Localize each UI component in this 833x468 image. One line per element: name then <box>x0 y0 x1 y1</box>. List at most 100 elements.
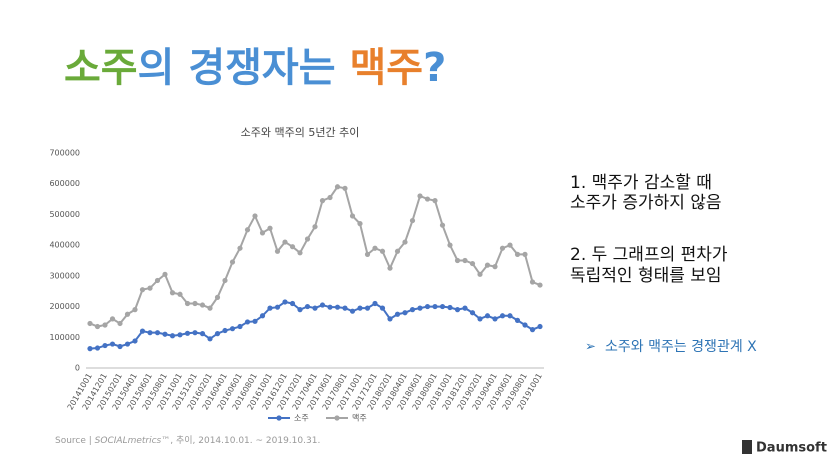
point <box>432 198 438 204</box>
point <box>402 239 408 245</box>
point <box>447 242 453 248</box>
point <box>529 327 536 333</box>
point <box>387 316 393 322</box>
point <box>349 213 356 219</box>
point <box>274 304 281 310</box>
point <box>454 307 461 313</box>
point <box>229 326 236 332</box>
point <box>439 222 446 228</box>
point <box>252 318 258 324</box>
point <box>319 302 326 308</box>
point <box>222 277 228 284</box>
point <box>469 310 476 316</box>
point <box>484 313 491 319</box>
point <box>177 332 183 338</box>
point <box>177 291 183 297</box>
point <box>364 251 371 257</box>
point <box>492 264 498 270</box>
source: Source | SOCIALmetrics™, 추이, 2014.10.01.… <box>55 435 320 446</box>
point <box>109 341 116 347</box>
source-part: , 추이, 2014.10.01. ~ 2019.10.31. <box>170 435 320 446</box>
point <box>244 227 251 233</box>
point <box>484 262 491 268</box>
legend-marker <box>334 415 340 421</box>
point <box>522 322 528 328</box>
point <box>424 196 431 202</box>
point <box>477 271 483 277</box>
point <box>169 333 176 339</box>
point <box>537 282 543 288</box>
point <box>267 305 273 311</box>
note: 2. 두 그래프의 편차가 <box>570 245 728 265</box>
source-part: SOCIALmetrics™ <box>95 436 171 446</box>
source-part: Source | <box>55 436 95 446</box>
title-part: 맥주 <box>349 45 423 91</box>
point <box>124 311 131 317</box>
point <box>87 320 93 327</box>
point <box>409 307 416 313</box>
point <box>199 331 206 337</box>
point <box>507 313 513 319</box>
point <box>147 285 153 291</box>
point <box>417 305 423 311</box>
conclusion: 소주와 맥주는 경쟁관계 X <box>605 339 757 355</box>
point <box>169 290 176 296</box>
note: 소주가 증가하지 않음 <box>570 193 722 213</box>
point <box>304 236 311 242</box>
point <box>109 316 116 322</box>
point <box>499 313 506 319</box>
y-tick-label: 500000 <box>49 210 80 219</box>
point <box>507 242 513 248</box>
point <box>229 259 236 265</box>
point <box>327 304 333 310</box>
point <box>469 260 476 267</box>
point <box>424 303 431 310</box>
point <box>387 265 393 271</box>
point <box>454 257 461 264</box>
point <box>462 257 468 264</box>
point <box>357 305 363 311</box>
title-part: 의 경쟁자는 <box>138 45 350 91</box>
point <box>207 336 213 342</box>
point <box>297 307 303 313</box>
point <box>522 251 528 257</box>
y-tick-label: 100000 <box>49 333 80 342</box>
point <box>289 300 296 307</box>
point <box>154 330 161 336</box>
legend-marker <box>276 415 282 421</box>
point <box>267 225 273 231</box>
point <box>117 343 123 350</box>
y-tick-label: 400000 <box>49 241 80 250</box>
point <box>282 299 288 305</box>
point <box>207 305 213 311</box>
point <box>162 331 168 337</box>
point <box>349 308 356 314</box>
point <box>379 248 386 254</box>
logo-icon <box>742 440 752 454</box>
title-part: ? <box>423 45 446 91</box>
point <box>297 250 303 256</box>
point <box>282 239 288 245</box>
point <box>537 323 543 330</box>
point <box>252 213 258 219</box>
point <box>342 305 348 311</box>
point <box>402 310 408 316</box>
point <box>379 305 386 311</box>
point <box>102 322 108 328</box>
point <box>259 230 266 236</box>
point <box>499 245 506 251</box>
y-tick-label: 600000 <box>49 179 80 188</box>
point <box>289 244 296 250</box>
title-part: 소주 <box>64 45 138 91</box>
point <box>342 185 348 191</box>
y-tick-label: 200000 <box>49 302 80 311</box>
chart-title: 소주와 맥주의 5년간 추이 <box>241 126 360 139</box>
bullet: ➢ <box>585 340 596 355</box>
point <box>237 323 243 330</box>
point <box>124 341 131 347</box>
point <box>372 245 378 251</box>
point <box>222 327 228 334</box>
point <box>334 184 341 190</box>
point <box>184 300 191 307</box>
